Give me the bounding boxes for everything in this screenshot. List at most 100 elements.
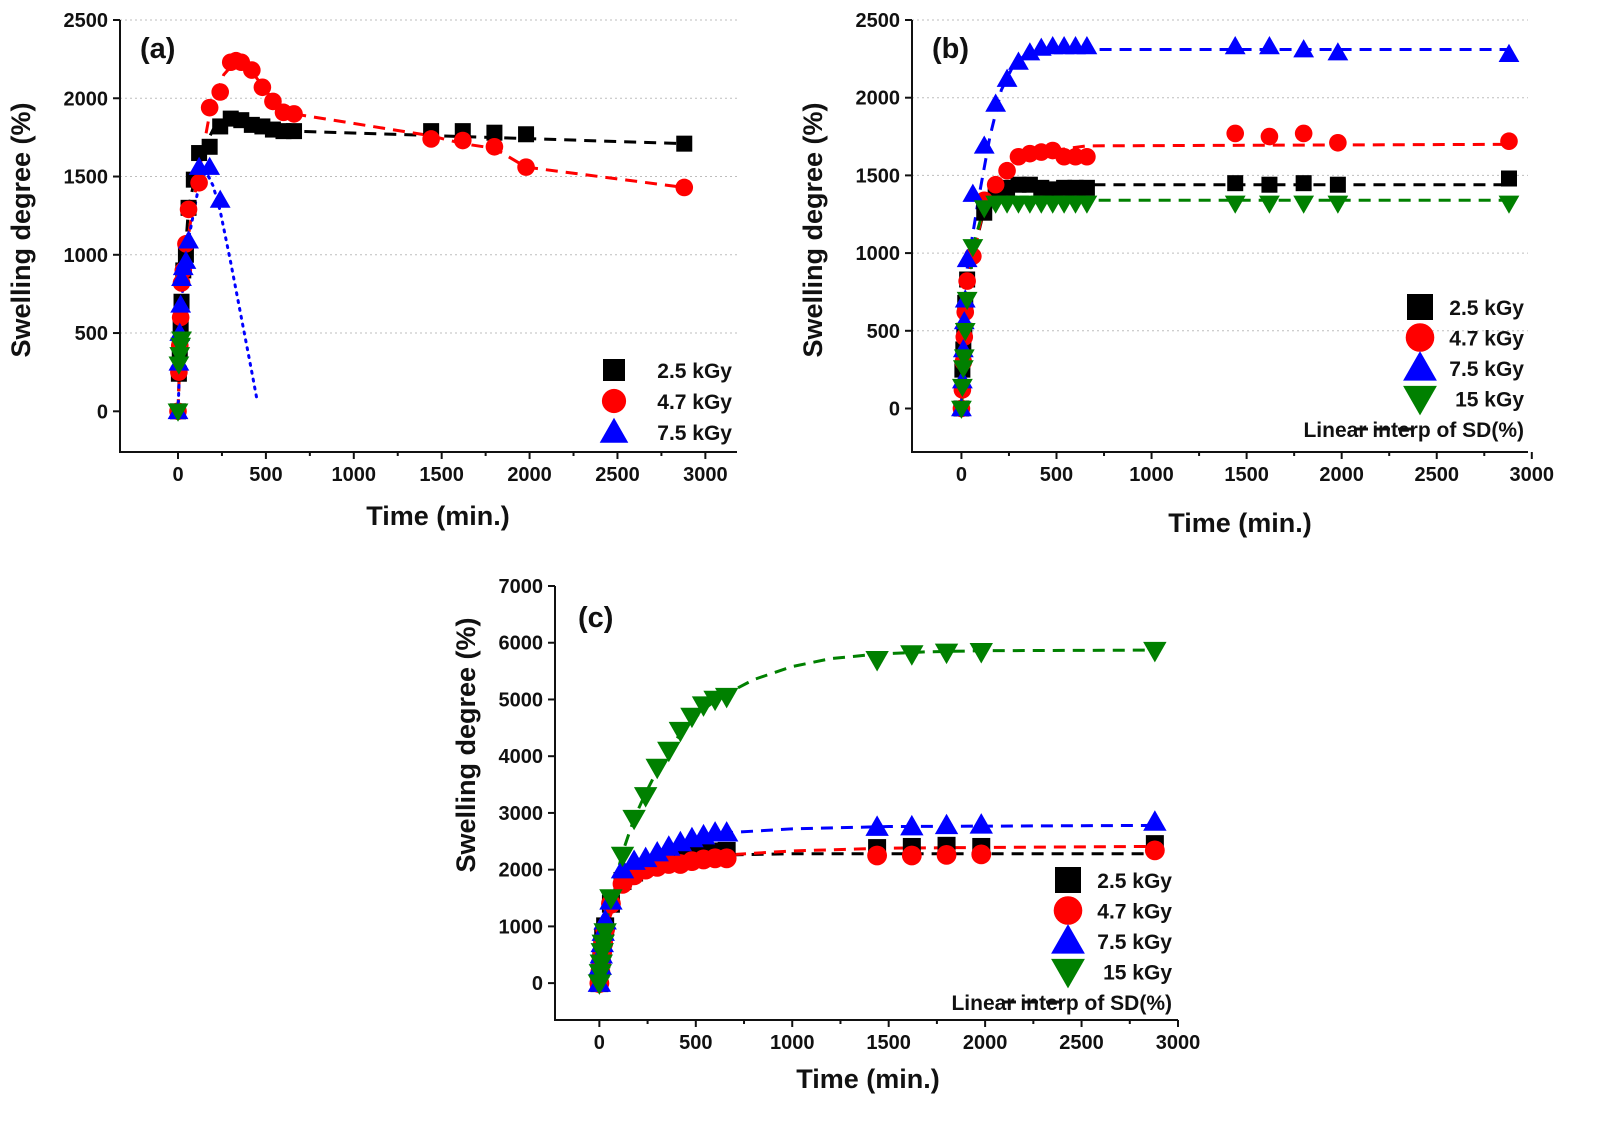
data-point [1019, 42, 1041, 61]
panel-label: (b) [932, 33, 969, 65]
x-tick-label: 500 [679, 1032, 712, 1054]
data-point [209, 189, 231, 208]
data-point [714, 821, 739, 842]
data-point [1294, 124, 1313, 143]
data-point [1076, 195, 1098, 214]
data-point [951, 378, 973, 398]
x-tick-label: 1500 [419, 464, 464, 486]
legend-label: 15 kGy [1455, 389, 1524, 412]
data-point [633, 846, 658, 868]
x-tick-label: 2000 [507, 464, 552, 486]
x-axis-title: Time (min.) [1168, 508, 1312, 538]
legend-marker [1407, 294, 1433, 320]
legend-label: 2.5 kGy [1449, 297, 1524, 320]
data-point [953, 349, 975, 368]
data-point [1227, 175, 1244, 192]
data-point [1500, 132, 1518, 151]
data-point [645, 758, 669, 780]
y-tick-label: 2000 [499, 860, 544, 882]
data-point [1259, 36, 1280, 55]
x-tick-label: 1500 [866, 1032, 911, 1054]
data-point [680, 707, 704, 729]
data-point [1327, 195, 1349, 214]
data-point [691, 696, 716, 717]
legend-marker [601, 388, 627, 414]
x-axis-title: Time (min.) [796, 1064, 940, 1094]
data-point [622, 809, 646, 831]
x-axis-title: Time (min.) [366, 501, 510, 531]
legend-label: 2.5 kGy [657, 360, 732, 383]
axis-lines [911, 20, 1528, 453]
data-point [954, 322, 976, 342]
legend-marker [1403, 351, 1437, 381]
data-point [936, 845, 957, 865]
data-point [645, 840, 669, 862]
data-point [900, 645, 924, 666]
x-tick-label: 1000 [1129, 464, 1174, 486]
y-tick-label: 2500 [64, 10, 109, 32]
data-point [610, 857, 635, 879]
legend-label: 4.7 kGy [1449, 328, 1524, 351]
data-point [1293, 39, 1315, 58]
data-point [1500, 170, 1517, 187]
data-point [865, 650, 889, 672]
data-point [610, 846, 635, 868]
data-point [956, 248, 978, 268]
data-point [1327, 42, 1349, 61]
data-point [716, 848, 737, 869]
legend-label: 7.5 kGy [657, 422, 732, 445]
data-point [211, 83, 229, 101]
legend-label: 7.5 kGy [1449, 358, 1524, 381]
y-tick-label: 2000 [856, 88, 901, 110]
data-point [986, 175, 1005, 194]
data-point [485, 137, 504, 156]
x-tick-label: 1000 [332, 464, 377, 486]
data-point [962, 183, 984, 202]
data-point [201, 138, 218, 155]
data-point [1259, 195, 1280, 214]
data-point [517, 158, 535, 176]
data-point [867, 845, 888, 866]
x-tick-label: 0 [594, 1032, 605, 1054]
y-tick-label: 500 [867, 321, 900, 343]
y-tick-label: 4000 [499, 746, 544, 768]
data-point [1076, 36, 1098, 55]
data-point [264, 92, 282, 111]
data-point [171, 331, 192, 350]
y-tick-label: 1500 [64, 167, 109, 189]
data-point [589, 954, 613, 975]
data-point [170, 294, 192, 313]
x-tick-label: 2500 [1059, 1032, 1104, 1054]
data-point [171, 267, 192, 287]
y-tick-label: 1000 [64, 245, 109, 267]
data-point [973, 135, 995, 154]
data-point [200, 98, 219, 117]
data-point [934, 813, 959, 835]
data-point [958, 272, 976, 290]
data-point [422, 130, 440, 148]
data-point [1293, 195, 1315, 214]
data-point [588, 964, 613, 985]
y-tick-label: 1000 [499, 916, 544, 938]
data-point [178, 230, 199, 249]
data-point [1329, 133, 1347, 152]
data-point [900, 814, 924, 836]
data-point [952, 360, 974, 379]
data-point [633, 787, 658, 808]
y-tick-label: 7000 [499, 576, 544, 598]
data-point [998, 161, 1016, 180]
y-tick-label: 500 [75, 323, 108, 345]
legend-marker [1403, 385, 1437, 416]
legend-marker [1051, 958, 1085, 989]
legend-label: Linear interp of SD(%) [951, 992, 1172, 1015]
legend-label: 7.5 kGy [1097, 931, 1172, 954]
data-point [668, 721, 693, 743]
legend-label: 4.7 kGy [657, 391, 732, 414]
panel-label: (c) [578, 602, 613, 634]
data-point [587, 974, 612, 995]
x-tick-label: 1500 [1224, 464, 1269, 486]
data-point [973, 200, 995, 219]
data-point [1329, 176, 1346, 193]
legend-marker [1051, 924, 1085, 954]
